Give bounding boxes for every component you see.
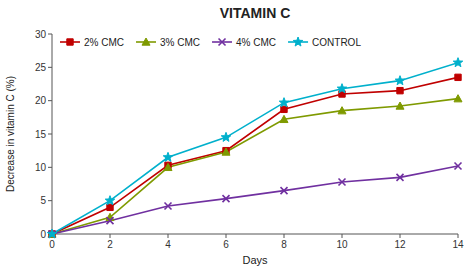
series-marker — [165, 203, 172, 210]
series-marker — [281, 187, 288, 194]
y-tick — [48, 67, 52, 68]
series-marker — [337, 84, 347, 93]
x-tick — [284, 234, 285, 238]
lines — [52, 63, 458, 234]
y-tick-label: 30 — [35, 29, 47, 40]
x-tick-label: 4 — [165, 239, 171, 250]
x-tick — [342, 234, 343, 238]
series-marker — [454, 95, 462, 102]
series-line — [52, 99, 458, 234]
y-tick-label: 5 — [40, 195, 46, 206]
x-tick — [110, 234, 111, 238]
y-tick-label: 20 — [35, 95, 47, 106]
legend-marker — [293, 37, 303, 46]
title: VITAMIN C — [220, 5, 291, 21]
legend-item: 3% CMC — [136, 37, 200, 48]
series-marker — [105, 196, 115, 205]
x-axis-label: Days — [242, 254, 268, 266]
series-line — [52, 63, 458, 234]
y-tick-label: 0 — [40, 229, 46, 240]
y-tick-label: 10 — [35, 162, 47, 173]
y-tick — [48, 134, 52, 135]
x-tick-label: 6 — [223, 239, 229, 250]
x-tick-label: 12 — [394, 239, 406, 250]
x-tick-label: 8 — [281, 239, 287, 250]
series-marker — [163, 152, 173, 161]
x-tick-label: 10 — [336, 239, 348, 250]
series-line — [52, 166, 458, 234]
x-tick — [226, 234, 227, 238]
legend-label: 4% CMC — [236, 37, 276, 48]
series-marker — [339, 179, 346, 186]
series-marker — [281, 106, 287, 112]
y-axis-label: Decrease in vitamin C (%) — [5, 76, 16, 192]
legend-label: 3% CMC — [160, 37, 200, 48]
y-tick — [48, 200, 52, 201]
series-marker — [47, 229, 57, 238]
series-marker — [396, 102, 404, 109]
legend-label: 2% CMC — [84, 37, 124, 48]
x-axis-line — [52, 234, 458, 235]
series-marker — [223, 195, 230, 202]
series-marker — [222, 148, 230, 155]
series-line — [52, 77, 458, 234]
series-marker — [397, 174, 404, 181]
series-marker — [280, 115, 288, 122]
x-tick — [168, 234, 169, 238]
legend-marker — [67, 39, 73, 45]
series-marker — [453, 58, 463, 67]
legend-label: CONTROL — [312, 37, 361, 48]
x-tick-label: 2 — [107, 239, 113, 250]
series-marker — [395, 76, 405, 85]
x-tick — [400, 234, 401, 238]
legend-marker — [142, 38, 150, 45]
legend-item: CONTROL — [288, 37, 361, 48]
legend-item: 2% CMC — [60, 37, 124, 48]
y-tick — [48, 167, 52, 168]
chart: VITAMIN C 0 2 4 6 8 10 12 14 0 5 10 15 20 25 30 Days Decr… — [0, 0, 474, 270]
series-marker — [164, 163, 172, 170]
series-marker — [338, 107, 346, 114]
y-tick — [48, 100, 52, 101]
series-marker — [455, 163, 462, 170]
series-marker — [107, 204, 113, 210]
series-marker — [279, 98, 289, 107]
y-tick-label: 15 — [35, 129, 47, 140]
y-tick-label: 25 — [35, 62, 47, 73]
series-marker — [107, 217, 114, 224]
series-marker — [455, 74, 461, 80]
series-marker — [221, 132, 231, 141]
series-marker — [397, 87, 403, 93]
series-marker — [48, 230, 56, 237]
legend-marker — [219, 39, 226, 46]
x-tick — [458, 234, 459, 238]
axes: 0 2 4 6 8 10 12 14 0 5 10 15 20 25 30 — [35, 29, 464, 251]
legend-item: 4% CMC — [212, 37, 276, 48]
y-tick — [48, 34, 52, 35]
legend: 2% CMC 3% CMC 4% CMC CONTROL — [60, 37, 361, 48]
x-tick-label: 14 — [452, 239, 464, 250]
markers — [47, 58, 463, 238]
x-tick-label: 0 — [49, 239, 55, 250]
